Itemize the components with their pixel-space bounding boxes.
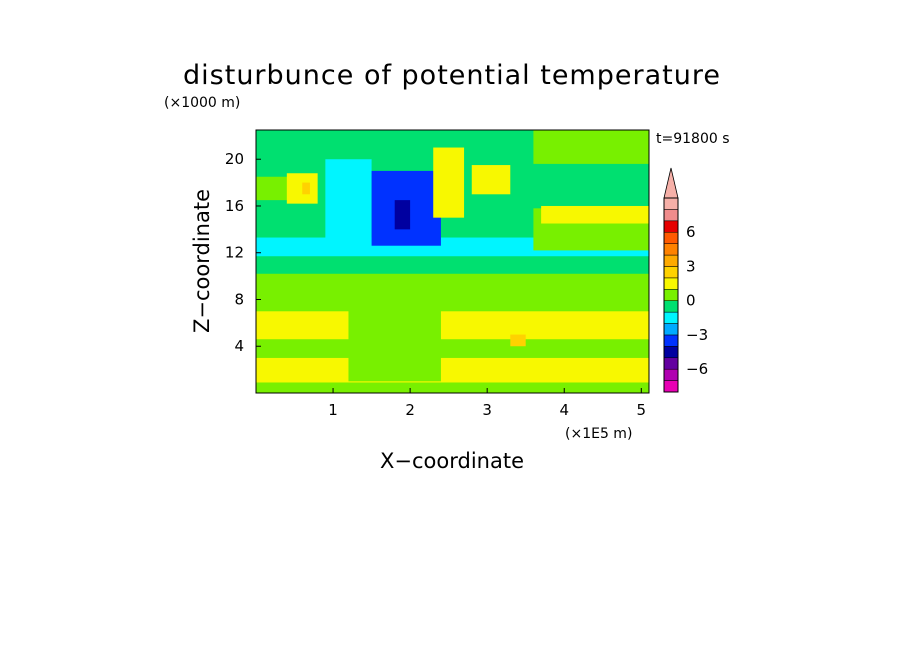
colorbar: 6 3 0 −3 −6 xyxy=(663,167,708,393)
colorbar-band xyxy=(663,289,679,301)
plot-frame xyxy=(255,129,650,394)
colorbar-extension xyxy=(663,167,679,199)
colorbar-band xyxy=(663,334,679,347)
field-region-8 xyxy=(533,130,649,164)
colorbar-band xyxy=(663,277,679,290)
y-tick-label: 12 xyxy=(225,244,244,262)
field-region-3 xyxy=(256,311,649,340)
colorbar-band xyxy=(663,266,679,279)
chart-title: disturbunce of potential temperature xyxy=(183,60,721,91)
colorbar-band xyxy=(663,220,679,233)
colorbar-band xyxy=(663,311,679,324)
field-region-11 xyxy=(302,182,310,195)
field-region-4 xyxy=(256,298,649,312)
colorbar-band xyxy=(663,380,679,393)
x-tick-label: 4 xyxy=(559,401,569,419)
colorbar-band xyxy=(663,254,679,267)
colorbar-band xyxy=(663,368,679,381)
colorbar-tick-label: 6 xyxy=(686,223,696,241)
colorbar-band xyxy=(663,231,679,244)
colorbar-band xyxy=(663,209,679,222)
y-unit-label: (×1000 m) xyxy=(164,95,240,111)
y-axis: 4 8 12 16 20 xyxy=(225,150,261,355)
colorbar-band xyxy=(663,300,679,313)
x-tick-label: 5 xyxy=(637,401,647,419)
field-region-16 xyxy=(471,165,511,195)
y-tick-label: 8 xyxy=(234,290,244,308)
field-region-9 xyxy=(256,176,295,201)
field-region-15 xyxy=(433,147,465,218)
colorbar-tick-label: −3 xyxy=(686,326,708,344)
field-region-12 xyxy=(325,159,372,247)
colorbar-tick-label: 0 xyxy=(686,292,696,310)
x-tick-label: 1 xyxy=(328,401,338,419)
x-tick-label: 2 xyxy=(405,401,415,419)
x-unit-label: (×1E5 m) xyxy=(565,426,632,442)
colorbar-frame xyxy=(663,197,679,393)
y-tick-label: 16 xyxy=(225,197,244,215)
colorbar-band xyxy=(663,357,679,370)
colorbar-band xyxy=(663,243,679,256)
colorbar-band xyxy=(663,323,679,336)
field-region-17 xyxy=(348,305,441,382)
field-region-14 xyxy=(394,200,411,230)
field-region-2 xyxy=(256,357,649,383)
temperature-field xyxy=(256,130,649,393)
x-tick-label: 3 xyxy=(482,401,492,419)
colorbar-tick-label: −6 xyxy=(686,360,708,378)
x-axis: 1 2 3 4 5 xyxy=(328,388,646,419)
colorbar-tick-label: 3 xyxy=(686,257,696,275)
x-axis-label: X−coordinate xyxy=(380,449,524,473)
y-axis-label: Z−coordinate xyxy=(190,189,214,333)
time-label: t=91800 s xyxy=(656,131,730,147)
y-tick-label: 20 xyxy=(225,150,244,168)
y-tick-label: 4 xyxy=(234,337,244,355)
field-region-18 xyxy=(510,334,526,347)
field-region-7 xyxy=(541,205,649,224)
colorbar-band xyxy=(663,197,679,210)
colorbar-band xyxy=(663,346,679,359)
